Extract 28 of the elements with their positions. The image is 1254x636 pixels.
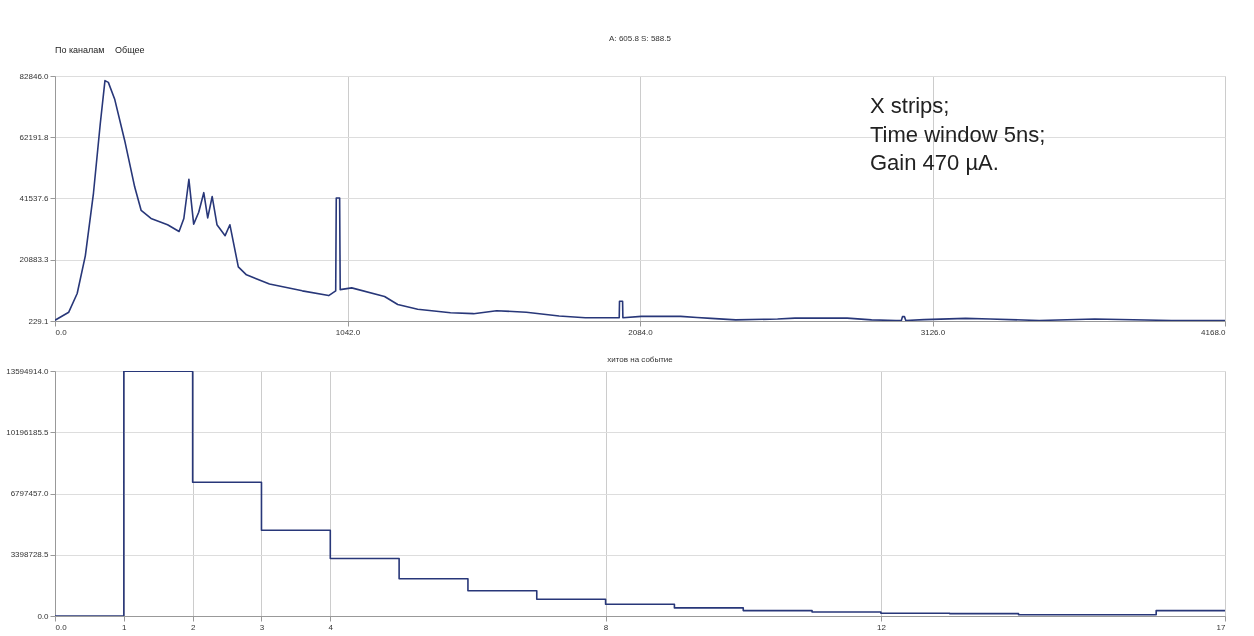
annotation: X strips; Time window 5ns; Gain 470 µA.	[870, 93, 1046, 176]
chart-title: хитов на событие	[607, 355, 674, 364]
y-tick-label: 229.1	[28, 316, 50, 326]
y-tick-label: 10196185.5	[6, 427, 50, 437]
x-tick-label: 8	[603, 622, 609, 632]
x-tick-label: 3	[259, 622, 265, 632]
y-tick-label: 20883.3	[19, 255, 50, 265]
x-tick-label: 4	[328, 622, 334, 632]
x-tick-label: 3126.0	[920, 327, 946, 337]
y-tick-label: 41537.6	[19, 194, 50, 203]
text: Общее	[115, 45, 145, 55]
x-tick-label: 1	[122, 622, 128, 632]
x-tick-label: 4168.0	[1201, 327, 1227, 337]
y-tick-label: 13594914.0	[6, 366, 50, 376]
x-tick-label: 12	[876, 622, 887, 632]
y-tick-label: 3398728.5	[10, 550, 50, 560]
x-tick-label: 2084.0	[628, 327, 654, 337]
x-tick-label: 0.0	[55, 327, 68, 337]
text: По каналам	[55, 45, 105, 55]
y-tick-label: 62191.8	[19, 132, 50, 142]
x-tick-label: 17	[1216, 622, 1227, 632]
chart-title: A: 605.8 S: 588.5	[609, 34, 672, 43]
x-tick-label: 1042.0	[335, 327, 361, 337]
y-tick-label: 0.0	[37, 611, 50, 621]
x-tick-label: 0.0	[55, 622, 68, 632]
y-tick-label: 6797457.0	[10, 489, 50, 498]
x-tick-label: 2	[190, 622, 196, 632]
y-tick-label: 82846.0	[19, 71, 50, 81]
